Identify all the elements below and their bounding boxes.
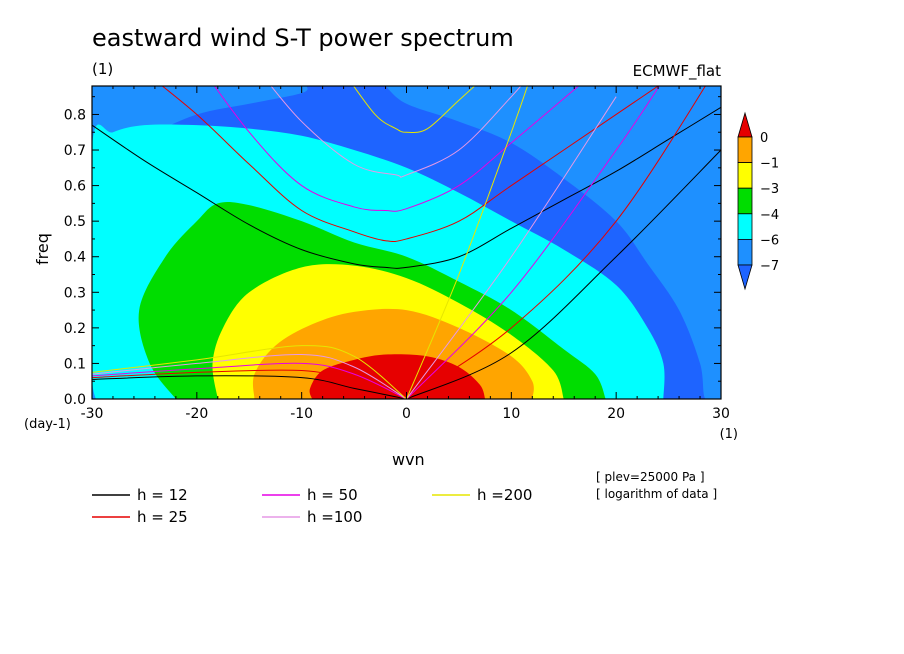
curve-kw-h5 [406, 86, 529, 399]
x-axis-label: wvn [392, 450, 425, 469]
x-tick-label: 30 [712, 406, 730, 422]
legend-label: h = 50 [307, 486, 358, 504]
curve-ew-h5 [353, 86, 476, 134]
dispersion-curves [92, 86, 721, 399]
curve-rossby-h1 [92, 375, 407, 399]
y-tick-label: 0.6 [64, 179, 86, 195]
curve-ew-h4 [270, 86, 522, 178]
curve-ew-h2 [161, 86, 659, 243]
colorbar-swatch [737, 162, 753, 189]
colorbar: 0 −1 −3 −4 −6 −7 [737, 111, 779, 291]
x-axis-unit: (1) [720, 427, 738, 442]
contour-band-neg8-0 [385, 86, 721, 399]
colorbar-swatch [737, 238, 753, 266]
y-tick-label: 0.0 [64, 392, 86, 408]
annotation-log: [ logarithm of data ] [596, 487, 717, 501]
y-tick-label: 0.7 [64, 143, 86, 159]
x-tick-label: 20 [607, 406, 625, 422]
contour-fills [92, 86, 721, 399]
colorbar-label: −7 [760, 259, 779, 274]
contour-band-neg8-1 [92, 86, 308, 153]
legend-label: h = 12 [137, 486, 188, 504]
colorbar-label: −1 [760, 157, 779, 172]
colorbar-swatch [737, 136, 753, 164]
curve-kw-h4 [406, 96, 617, 399]
chart-subtitle-right: ECMWF_flat [633, 62, 721, 81]
curve-kw-h3 [406, 86, 660, 399]
y-axis-label: freq [33, 233, 52, 265]
x-tick-label: -20 [185, 406, 208, 422]
colorbar-swatch [737, 213, 753, 240]
y-tick-label: 0.1 [64, 356, 86, 372]
colorbar-top-arrow [737, 111, 753, 138]
curve-kw-h1 [406, 149, 721, 399]
x-axis-ticks: -30 -20 -10 0 10 20 30 [81, 86, 730, 422]
y-axis-ticks: 0.0 0.1 0.2 0.3 0.4 0.5 0.6 0.7 0.8 [64, 96, 721, 408]
curve-ew-h3 [213, 86, 580, 212]
curve-rossby-h3 [92, 362, 407, 399]
curve-kw-h2 [406, 86, 706, 399]
curve-rossby-h2 [92, 369, 407, 399]
legend-label: h =100 [307, 508, 362, 526]
chart-title: eastward wind S-T power spectrum [92, 24, 514, 52]
y-tick-label: 0.5 [64, 214, 86, 230]
colorbar-label: −3 [760, 182, 779, 197]
x-tick-label: -30 [81, 406, 104, 422]
colorbar-label: 0 [760, 131, 768, 146]
legend-label: h =200 [477, 486, 532, 504]
colorbar-bottom-arrow [737, 264, 753, 291]
colorbar-swatch [737, 187, 753, 215]
curve-ew-h1 [92, 106, 721, 269]
plot-area: -30 -20 -10 0 10 20 30 0.00.10.20.30.40.50.60.… [64, 85, 730, 422]
colorbar-label: −6 [760, 233, 779, 248]
y-axis-unit: (day-1) [24, 417, 71, 432]
x-tick-label: 0 [402, 406, 411, 422]
y-tick-label: 0.8 [64, 107, 86, 123]
y-tick-label: 0.4 [64, 250, 86, 266]
chart-subtitle-left: (1) [92, 60, 113, 78]
colorbar-label: −4 [760, 208, 779, 223]
x-tick-label: -10 [290, 406, 313, 422]
annotation-plev: [ plev=25000 Pa ] [596, 470, 705, 484]
curve-rossby-h5 [92, 345, 407, 399]
legend: h = 12 h = 25 h = 50 h =100 h =200 [92, 486, 532, 526]
y-tick-label: 0.2 [64, 321, 86, 337]
curve-rossby-h4 [92, 354, 407, 399]
x-tick-label: 10 [502, 406, 520, 422]
y-tick-label: 0.3 [64, 285, 86, 301]
legend-label: h = 25 [137, 508, 188, 526]
